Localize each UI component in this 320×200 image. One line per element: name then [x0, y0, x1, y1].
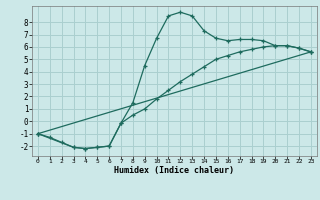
X-axis label: Humidex (Indice chaleur): Humidex (Indice chaleur) — [115, 166, 234, 175]
